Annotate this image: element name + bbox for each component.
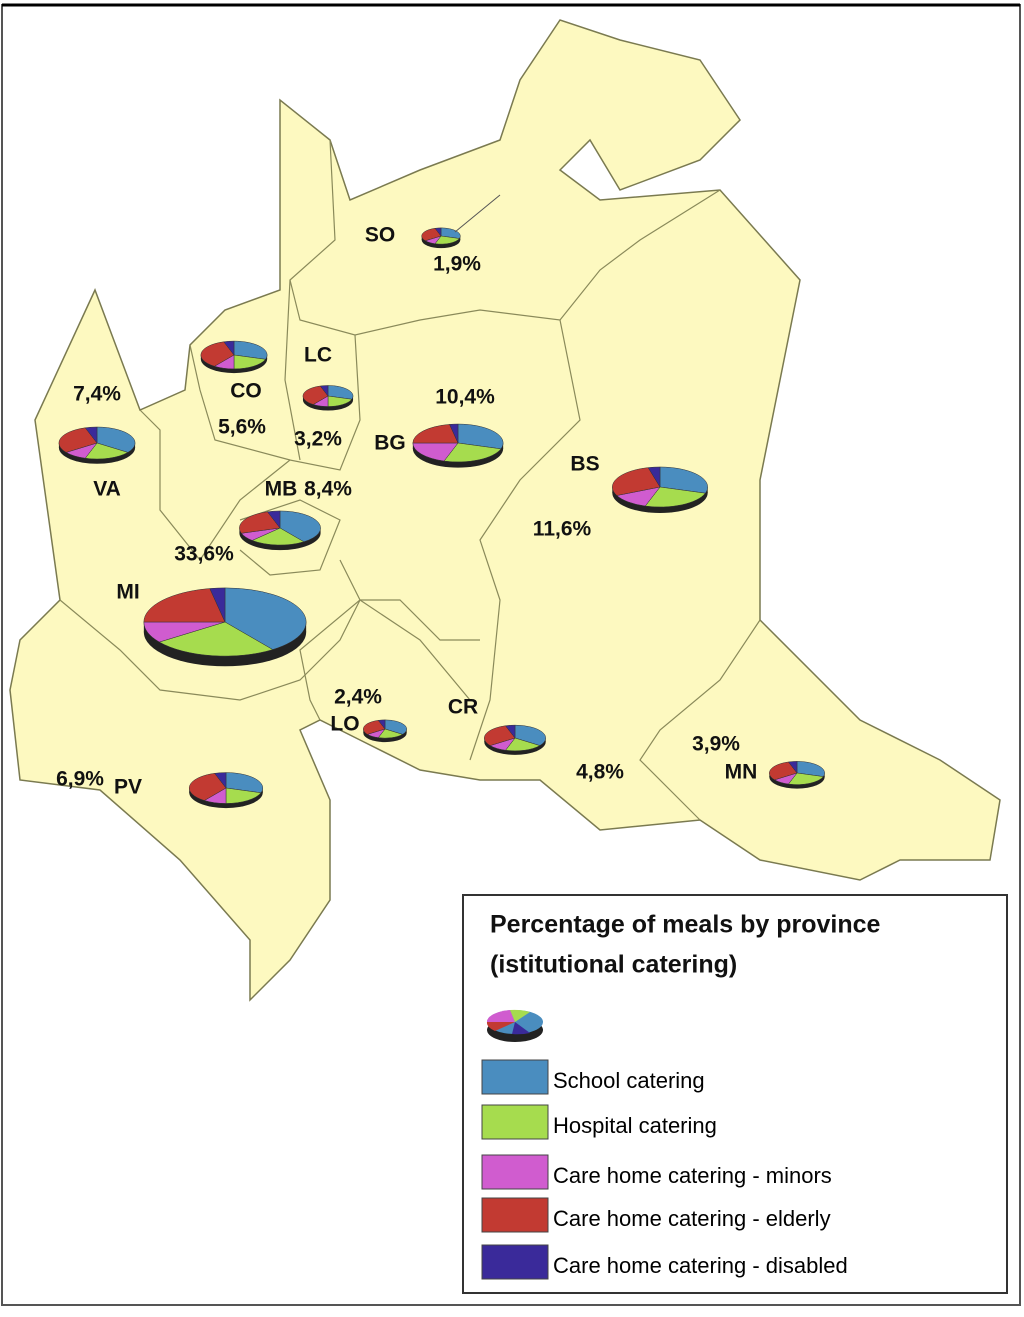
pie-slice	[188, 773, 227, 801]
pie-slice	[251, 527, 305, 546]
province-code: VA	[93, 478, 121, 501]
legend-swatch	[481, 1244, 549, 1280]
pie-slice	[223, 340, 235, 356]
pie-slice	[457, 423, 504, 450]
pie-slice	[514, 724, 546, 746]
legend-swatch	[481, 1059, 549, 1095]
pie-slice	[421, 228, 442, 242]
pie-slice	[233, 340, 268, 360]
pie-slice	[239, 511, 281, 534]
province-share: 4,8%	[576, 761, 624, 784]
legend-title: Percentage of meals by province	[490, 911, 881, 939]
province-share: 6,9%	[56, 768, 104, 791]
legend-box	[462, 894, 1008, 1294]
province-share: 3,9%	[692, 733, 740, 756]
pie-slice	[612, 467, 661, 496]
pie-slice	[434, 227, 442, 237]
legend-label: Care home catering - disabled	[553, 1253, 848, 1278]
pie-slice	[412, 424, 459, 444]
legend-label: Hospital catering	[553, 1113, 717, 1138]
legend-swatch	[481, 1154, 549, 1190]
province-share: 5,6%	[218, 416, 266, 439]
province-code: CO	[230, 380, 262, 403]
pie-slice	[449, 423, 459, 444]
pie-slice	[505, 724, 516, 739]
province-share: 11,6%	[533, 518, 592, 541]
pie-slice	[209, 587, 226, 623]
pie-slice	[647, 466, 661, 488]
province-share: 8,4%	[304, 478, 352, 501]
pie-slice	[434, 235, 460, 245]
province-code: CR	[448, 696, 478, 719]
pie-slice	[319, 385, 329, 397]
pie-slice	[225, 772, 263, 794]
pie-slice	[787, 761, 798, 774]
province-code: MB	[265, 478, 298, 501]
pie-slice	[384, 719, 407, 735]
pie-slice	[796, 761, 825, 777]
pie-slice	[787, 772, 824, 785]
pie-slice	[363, 720, 386, 735]
province-share: 10,4%	[435, 386, 495, 409]
province-code: LO	[330, 713, 359, 736]
pie-slice	[327, 385, 354, 400]
pie-slice	[58, 427, 98, 453]
legend-icon	[486, 1009, 543, 1042]
pie-slice	[505, 737, 541, 752]
pie-slice	[644, 486, 706, 508]
province-code: SO	[365, 224, 395, 247]
pie-slice	[214, 772, 227, 789]
province-code: BS	[570, 453, 599, 476]
province-share: 33,6%	[174, 543, 234, 566]
pie-slice	[659, 466, 708, 494]
pie-slice	[200, 341, 235, 367]
province-share: 2,4%	[334, 686, 382, 709]
legend-label: Care home catering - elderly	[553, 1206, 831, 1231]
pie-slice	[224, 587, 307, 650]
province-code: MN	[725, 761, 758, 784]
pie-slice	[377, 719, 386, 730]
pie-slice	[279, 510, 321, 543]
region-outline	[9, 19, 1001, 1002]
pie-slice	[143, 588, 226, 623]
legend-label: School catering	[553, 1068, 705, 1093]
province-share: 1,9%	[433, 253, 481, 276]
pie-slice	[266, 510, 281, 529]
pie-slice	[484, 725, 516, 746]
legend-swatch	[481, 1197, 549, 1233]
pie-slice	[84, 442, 129, 460]
pie-slice	[302, 385, 329, 405]
legend-subtitle: (istitutional catering)	[490, 951, 737, 979]
pie-slice	[158, 621, 274, 657]
province-code: PV	[114, 776, 142, 799]
province-share: 3,2%	[294, 428, 342, 451]
pie-slice	[96, 426, 136, 453]
pie-slice	[225, 787, 262, 804]
pie-slice	[443, 442, 502, 463]
legend-swatch	[481, 1104, 549, 1140]
pie-slice	[233, 354, 266, 370]
leader-line	[454, 194, 501, 233]
legend-label: Care home catering - minors	[553, 1163, 832, 1188]
province-code: BG	[374, 432, 406, 455]
province-share: 7,4%	[73, 383, 121, 406]
province-code: LC	[304, 344, 332, 367]
pie-slice	[769, 761, 798, 781]
province-borders	[59, 139, 761, 821]
province-code: MI	[116, 581, 139, 604]
pie-slice	[412, 442, 459, 462]
pie-slice	[84, 426, 98, 444]
